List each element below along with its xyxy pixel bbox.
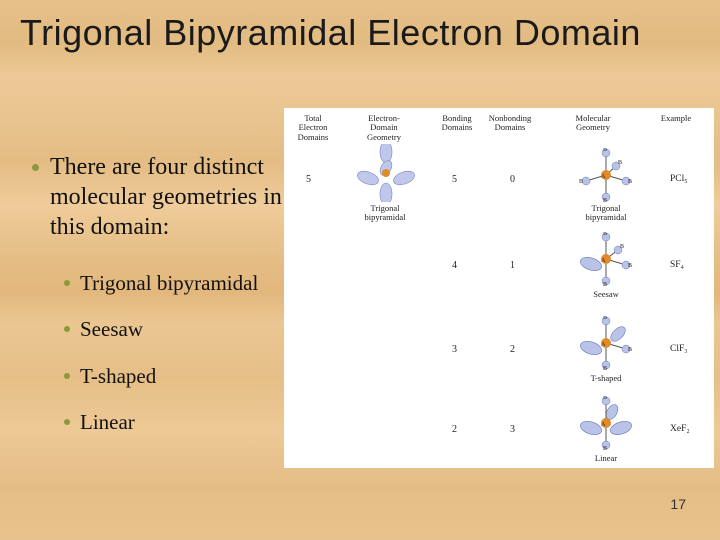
svg-text:B: B: [628, 263, 632, 269]
sub-bullet-text: Linear: [80, 409, 135, 435]
cell-total: 5: [306, 174, 311, 185]
svg-text:A: A: [601, 258, 606, 264]
chart-row: 5 Trigonal bipyramidal 5 0: [284, 140, 714, 222]
header-example: Example: [648, 114, 704, 142]
svg-text:B: B: [628, 347, 632, 353]
svg-text:B: B: [603, 366, 607, 372]
main-bullet: There are four distinct molecular geomet…: [32, 152, 282, 242]
slide-title: Trigonal Bipyramidal Electron Domain: [20, 12, 641, 54]
cell-bonding: 5: [452, 174, 457, 185]
cell-example: XeF₂: [670, 424, 690, 434]
bullet-dot-icon: [64, 326, 70, 332]
svg-text:B: B: [618, 160, 622, 166]
svg-text:B: B: [628, 179, 632, 185]
sub-bullet-text: T-shaped: [80, 363, 156, 389]
bullet-dot-icon: [64, 373, 70, 379]
sub-bullet-text: Seesaw: [80, 316, 143, 342]
svg-text:B: B: [603, 396, 607, 401]
cell-example: PCl₅: [670, 174, 688, 184]
svg-text:A: A: [601, 174, 606, 180]
chart-row: 2 3 B B A: [284, 390, 714, 472]
chart-row: 3 2 B B B A: [284, 310, 714, 392]
cell-mg-label: Seesaw: [552, 290, 660, 299]
header-bonding: Bonding Domains: [432, 114, 482, 142]
header-total: Total Electron Domains: [290, 114, 336, 142]
cell-mg-label: Trigonal bipyramidal: [552, 204, 660, 223]
header-molgeo: Molecular Geometry: [538, 114, 648, 142]
header-nonbonding: Nonbonding Domains: [482, 114, 538, 142]
svg-text:B: B: [603, 232, 607, 237]
cell-bonding: 3: [452, 344, 457, 355]
page-number: 17: [670, 496, 686, 512]
main-bullet-text: There are four distinct molecular geomet…: [50, 152, 282, 242]
cell-mg-label: Linear: [552, 454, 660, 463]
mg-diagram-icon: B B A: [576, 396, 636, 452]
cell-mg-label: T-shaped: [552, 374, 660, 383]
svg-text:B: B: [603, 316, 607, 321]
svg-text:B: B: [603, 446, 607, 452]
svg-text:B: B: [620, 244, 624, 250]
sub-bullet-trigonal: Trigonal bipyramidal: [64, 270, 282, 296]
svg-text:A: A: [601, 342, 606, 348]
cell-bonding: 2: [452, 424, 457, 435]
mg-diagram-icon: B B B A: [576, 316, 636, 372]
sub-bullet-linear: Linear: [64, 409, 282, 435]
bullet-dot-icon: [32, 164, 39, 171]
mg-diagram-icon: B B B B A: [576, 232, 636, 288]
svg-text:B: B: [603, 198, 607, 202]
sub-bullet-tshaped: T-shaped: [64, 363, 282, 389]
cell-example: ClF₃: [670, 344, 688, 354]
mg-diagram-icon: B B B B B A: [576, 148, 636, 202]
header-edg: Electron- Domain Geometry: [336, 114, 432, 142]
sub-bullet-text: Trigonal bipyramidal: [80, 270, 258, 296]
chart-header: Total Electron Domains Electron- Domain …: [284, 114, 714, 142]
cell-nonbonding: 3: [510, 424, 515, 435]
geometry-chart: Total Electron Domains Electron- Domain …: [284, 108, 714, 468]
bullet-dot-icon: [64, 419, 70, 425]
bullet-dot-icon: [64, 280, 70, 286]
content-bullets: There are four distinct molecular geomet…: [32, 152, 282, 455]
cell-nonbonding: 0: [510, 174, 515, 185]
chart-row: 4 1 B B B B A: [284, 226, 714, 308]
cell-nonbonding: 2: [510, 344, 515, 355]
svg-text:B: B: [579, 179, 583, 185]
cell-edg-label: Trigonal bipyramidal: [340, 204, 430, 223]
sub-bullet-seesaw: Seesaw: [64, 316, 282, 342]
svg-text:B: B: [603, 148, 607, 153]
svg-text:B: B: [603, 282, 607, 288]
cell-nonbonding: 1: [510, 260, 515, 271]
svg-text:A: A: [601, 422, 606, 428]
cell-example: SF₄: [670, 260, 684, 270]
edg-diagram-icon: [354, 144, 418, 202]
cell-bonding: 4: [452, 260, 457, 271]
